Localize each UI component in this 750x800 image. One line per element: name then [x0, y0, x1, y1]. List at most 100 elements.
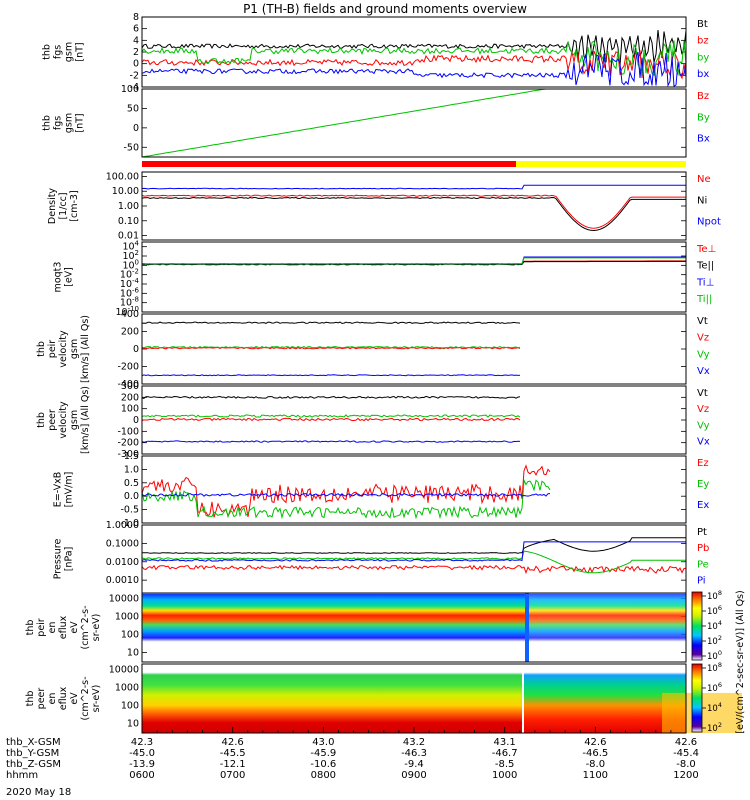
- panel-9-ylabel: eV: [69, 621, 80, 634]
- panel-3-ylabel: Density: [47, 188, 58, 224]
- panel-10-ylabel: thb: [25, 691, 36, 707]
- panel-4-ylabel: [eV]: [64, 267, 75, 287]
- electron-spectrogram: [142, 664, 522, 733]
- x-tick-label: 42.6: [222, 737, 244, 748]
- panel-2-ytick: 0: [133, 123, 139, 134]
- electron-spectrogram-burst: [524, 664, 686, 733]
- panel-5: thb peir velocity gsm [km/s] (All Qs) 400 200 0…: [36, 309, 710, 390]
- panel-7-ytick: 1.5: [124, 451, 139, 462]
- panel-7-ytick: -0.5: [120, 505, 139, 516]
- panel-1-ytick: 6: [133, 24, 139, 35]
- plot-title: P1 (TH-B) fields and ground moments over…: [243, 2, 527, 16]
- panel-9-ylabel: (cm^2-s-: [80, 606, 91, 650]
- panel-6-ytick: -100: [117, 426, 139, 437]
- panel-1-ytick: 4: [133, 35, 139, 46]
- panel-4-ytick: 10-8: [120, 296, 139, 309]
- trace-by: [141, 40, 687, 77]
- trace-peer-vy: [141, 414, 521, 418]
- x-row-label: thb_Y-GSM: [6, 748, 59, 759]
- legend-Bx: Bx: [697, 134, 710, 145]
- panel-9-ylabel: eflux: [58, 615, 69, 639]
- trace-ex: [141, 492, 551, 497]
- x-tick-label: -45.4: [673, 748, 699, 759]
- trace-npot: [141, 184, 686, 190]
- panel-6-ytick: 0: [133, 415, 139, 426]
- legend-Vy: Vy: [697, 420, 710, 431]
- legend-by: by: [697, 52, 709, 63]
- panel-5-ytick: 0: [133, 344, 139, 355]
- panel-1-ylabel: fgs: [53, 45, 64, 59]
- legend-Vx: Vx: [697, 437, 710, 448]
- x-tick-label: 42.6: [584, 737, 606, 748]
- colorbar-tick: 108: [707, 661, 722, 674]
- trace-ey: [141, 478, 551, 520]
- panel-9: thb peir en eflux eV (cm^2-s-sr-eV) 10000 1000 1…: [25, 592, 687, 663]
- x-tick-label: -13.9: [129, 759, 155, 770]
- legend-Vx: Vx: [697, 366, 710, 377]
- legend-Ti||: Ti||: [696, 294, 712, 305]
- legend-Te⊥: Te⊥: [696, 244, 716, 255]
- panel-4-ytick: 10-4: [120, 277, 140, 290]
- legend-Vz: Vz: [697, 404, 709, 415]
- x-row-label: hhmm: [6, 770, 38, 781]
- ion-spectrogram-burst: [529, 593, 686, 642]
- legend-bz: bz: [697, 36, 709, 47]
- panel-1-ylabel: [nT]: [75, 42, 86, 61]
- panel-10-ylabel: eV: [69, 692, 80, 705]
- x-tick-label: -46.5: [582, 748, 608, 759]
- panel-8-ytick: 0.1000: [106, 538, 139, 549]
- panel-10-ylabel: sr-eV): [91, 685, 102, 713]
- panel-4-ytick: 10-6: [120, 286, 140, 299]
- panel-2-ylabel: thb: [42, 115, 53, 131]
- x-tick-label: -10.6: [310, 759, 336, 770]
- x-axis-labels: thb_X-GSM 42.3 42.6 43.0 43.2 43.1 42.6 42.6 thb…: [6, 727, 699, 781]
- panel-6-ylabel: gsm: [69, 410, 80, 430]
- legend-Ex: Ex: [697, 500, 709, 511]
- panel-4-ytick: 104: [122, 240, 139, 253]
- colorbar-tick: 102: [707, 634, 722, 647]
- panel-6-frame: [141, 385, 687, 455]
- panel-3-ylabel: [1/cc]: [58, 192, 69, 219]
- panel-7-frame: [141, 455, 687, 524]
- panel-1-ytick: -2: [130, 70, 139, 81]
- panel-2-frame: [141, 88, 687, 158]
- trace-peer-vx: [141, 440, 521, 443]
- panel-2-ytick: 100: [121, 84, 139, 95]
- panel-4-ytick: 102: [122, 249, 139, 262]
- trace-bz: [141, 50, 687, 80]
- ion-spectrogram-gap: [525, 593, 529, 662]
- x-tick-label: 43.0: [312, 737, 334, 748]
- legend-Pe: Pe: [697, 559, 709, 570]
- x-tick-label: -45.0: [129, 748, 155, 759]
- panel-5-ylabel: [km/s] (All Qs): [80, 315, 91, 383]
- panel-1-ytick: -4: [130, 82, 139, 93]
- x-tick-label: -46.3: [401, 748, 427, 759]
- trace-pt: [141, 537, 686, 554]
- colorbar-tick: 104: [707, 701, 722, 714]
- panel-9-ylabel: en: [47, 622, 58, 634]
- trace-pb: [141, 564, 687, 575]
- panel-8-ytick: 1.0000: [106, 520, 139, 531]
- panel-6-ytick: -200: [117, 438, 139, 449]
- panel-6-ytick: 200: [121, 392, 139, 403]
- panel-10-ytick: 100: [121, 701, 139, 712]
- panel-6: thb peer velocity gsm [km/s] (All Qs) 3002001…: [36, 381, 710, 460]
- trace-ne: [141, 194, 686, 229]
- panel-5-ytick: -400: [117, 379, 139, 390]
- panel-1-ylabel: gsm: [64, 42, 75, 62]
- x-tick-label: 0800: [311, 770, 336, 781]
- panel-2-ylabel: fgs: [53, 116, 64, 130]
- x-tick-label: -8.0: [676, 759, 696, 770]
- panel-9-ytick: 10: [127, 648, 139, 659]
- x-tick-label: 1200: [673, 770, 698, 781]
- panel-7-ytick: 1.0: [124, 464, 139, 475]
- panel-7: E=-VxB [mV/m] 1.5 1.0 0.5 0.0 -0.5 -1.0 Ez Ey Ex: [53, 451, 710, 529]
- x-tick-label: 42.6: [675, 737, 697, 748]
- panel-5-ylabel: peir: [47, 340, 58, 359]
- trace-ez: [141, 464, 551, 518]
- panel-7-ytick: -1.0: [120, 518, 139, 529]
- legend-Vy: Vy: [697, 349, 710, 360]
